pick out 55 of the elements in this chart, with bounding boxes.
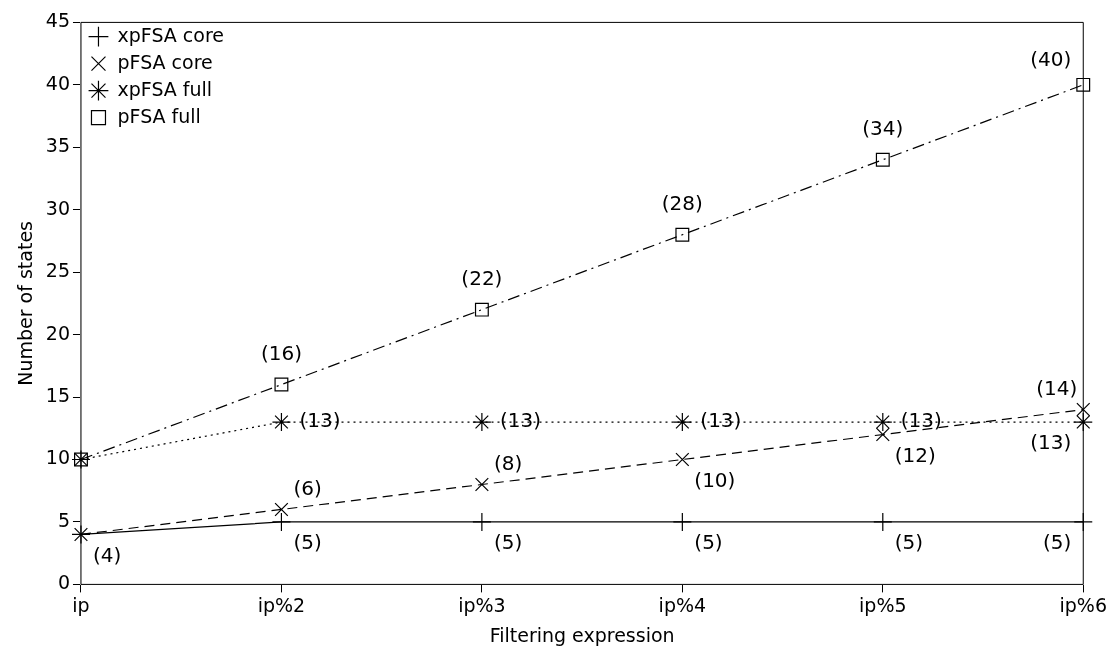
y-tick-label: 5 xyxy=(57,508,70,531)
y-tick-label: 40 xyxy=(45,71,70,94)
y-tick-label: 30 xyxy=(45,196,70,219)
data-label: (13) xyxy=(900,408,942,433)
point xyxy=(271,412,292,432)
point xyxy=(274,502,289,517)
x-tick-label: ip%3 xyxy=(458,593,506,616)
data-label: (5) xyxy=(493,530,523,555)
data-label: (8) xyxy=(493,450,523,475)
point xyxy=(472,412,492,432)
x-tick-label: ip%5 xyxy=(859,593,907,616)
point xyxy=(1076,402,1091,417)
point xyxy=(474,477,489,492)
data-label: (13) xyxy=(700,408,742,433)
data-label: (40) xyxy=(1030,47,1072,72)
data-label: (12) xyxy=(894,442,936,467)
x-tick-label: ip%6 xyxy=(1059,593,1107,616)
point xyxy=(675,227,690,242)
x-axis-title: Filtering expression xyxy=(489,623,675,646)
legend-label: pFSA core xyxy=(117,50,213,73)
point xyxy=(274,377,289,392)
data-label: (5) xyxy=(1042,530,1072,555)
point xyxy=(675,452,690,467)
y-tick-label: 0 xyxy=(57,571,70,594)
legend-label: pFSA full xyxy=(117,104,201,127)
point xyxy=(672,412,692,432)
x-tick-label: ip%4 xyxy=(658,593,707,616)
y-tick-label: 20 xyxy=(45,321,70,344)
data-label: (13) xyxy=(299,408,341,433)
y-tick-label: 45 xyxy=(45,9,70,32)
point xyxy=(474,302,489,317)
data-label: (28) xyxy=(661,190,703,215)
y-tick-label: 35 xyxy=(45,134,70,157)
y-tick-label: 25 xyxy=(45,259,70,282)
data-label: (6) xyxy=(293,475,322,500)
data-label: (5) xyxy=(293,530,322,555)
data-label: (10) xyxy=(694,467,736,492)
data-label: (14) xyxy=(1036,375,1078,400)
data-label: (16) xyxy=(260,340,302,365)
data-label: (22) xyxy=(461,265,503,290)
data-label: (13) xyxy=(499,408,541,433)
x-tick-label: ip%2 xyxy=(257,593,306,616)
data-label: (5) xyxy=(894,530,924,555)
data-label: (34) xyxy=(862,115,904,140)
y-axis-title: Number of states xyxy=(14,221,37,386)
data-label: (13) xyxy=(1030,430,1072,455)
legend-label: xpFSA core xyxy=(117,23,224,46)
point xyxy=(1076,77,1091,92)
data-label: (4) xyxy=(92,542,122,567)
y-tick-label: 10 xyxy=(45,446,70,469)
point xyxy=(875,152,890,167)
legend-label: xpFSA full xyxy=(117,77,213,100)
data-label: (5) xyxy=(694,530,723,555)
y-tick-label: 15 xyxy=(45,384,70,406)
x-tick-label: ip xyxy=(72,593,90,616)
